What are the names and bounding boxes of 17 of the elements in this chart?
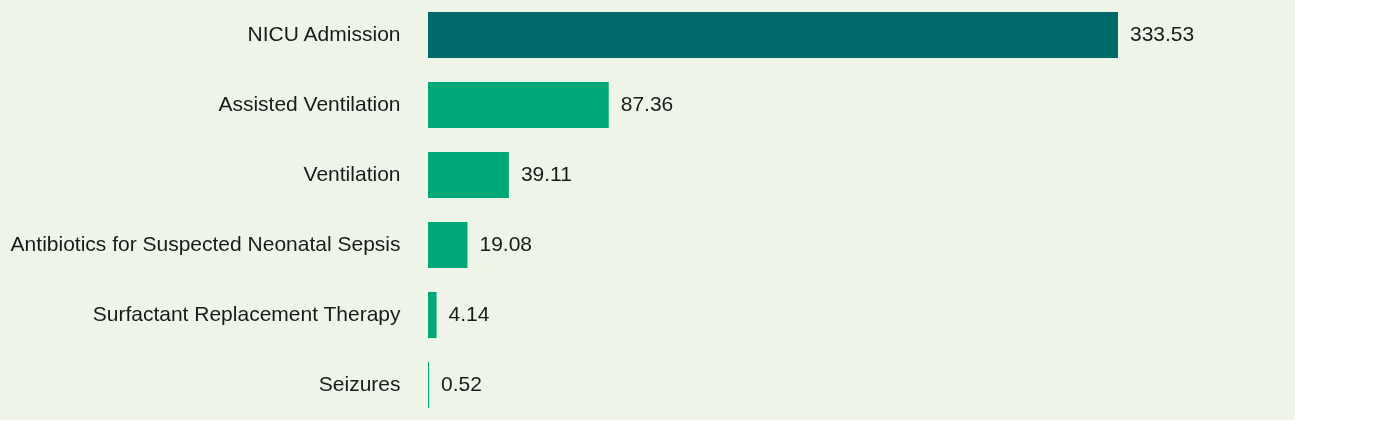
data-label: 87.36 xyxy=(620,92,674,115)
y-tick-label: Antibiotics for Suspected Neonatal Sepsis xyxy=(10,232,401,255)
y-tick-label: Seizures xyxy=(318,372,401,395)
data-label: 39.11 xyxy=(520,162,572,185)
bar xyxy=(428,291,437,339)
data-label: 0.52 xyxy=(441,372,482,395)
y-tick-label: Assisted Ventilation xyxy=(218,92,401,115)
bar xyxy=(428,151,509,199)
y-tick-label: Surfactant Replacement Therapy xyxy=(92,302,401,325)
data-label: 4.14 xyxy=(448,302,490,325)
y-tick-label: Ventilation xyxy=(303,162,401,185)
bar xyxy=(428,81,609,129)
y-tick-label: NICU Admission xyxy=(247,22,401,45)
bar xyxy=(428,221,468,269)
bar xyxy=(428,11,1118,59)
data-label: 19.08 xyxy=(479,232,533,255)
data-label: 333.53 xyxy=(1130,22,1195,45)
